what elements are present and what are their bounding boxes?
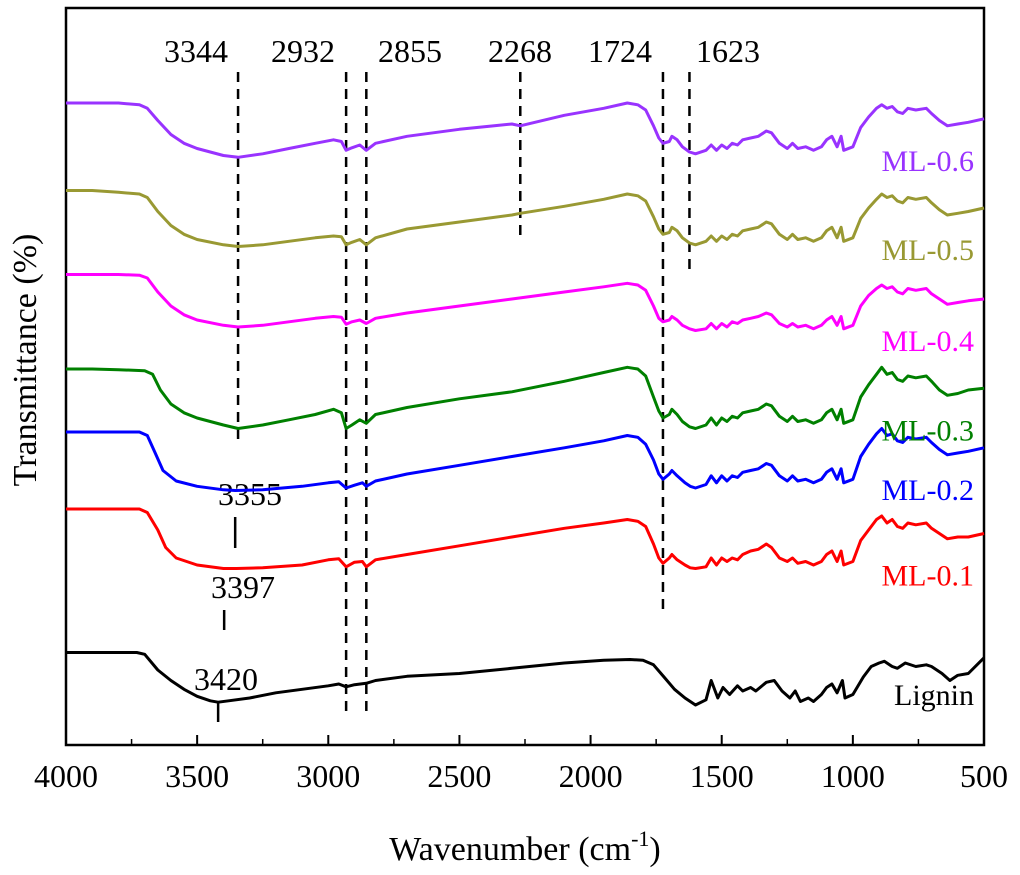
x-axis-label-superscript: -1 <box>631 826 649 851</box>
x-axis: 4000 3500 3000 2500 2000 1500 1000 500 <box>34 735 1008 794</box>
plot-frame <box>64 6 986 747</box>
series-group <box>66 101 986 707</box>
peak-marker-label: 2855 <box>378 33 442 69</box>
series-line-ml-0-5 <box>66 189 985 248</box>
series-label: ML-0.5 <box>882 234 975 267</box>
x-tick-label: 4000 <box>34 758 98 794</box>
x-tick-label: 2000 <box>559 758 623 794</box>
x-tick-label: 3500 <box>165 758 229 794</box>
series-labels: Lignin ML-0.1 ML-0.2 ML-0.3 ML-0.4 ML-0.5 ML-0… <box>882 145 975 712</box>
x-tick-label: 3000 <box>296 758 360 794</box>
x-tick-label: 1000 <box>821 758 885 794</box>
inline-marker-label: 3397 <box>211 569 275 605</box>
peak-marker-label: 1623 <box>696 33 760 69</box>
series-label: ML-0.2 <box>882 474 975 507</box>
series-line-ml-0-3 <box>66 365 985 430</box>
series-label: ML-0.4 <box>882 325 975 358</box>
series-label: ML-0.1 <box>882 560 975 593</box>
series-label: Lignin <box>894 679 974 712</box>
x-tick-label: 500 <box>960 758 1008 794</box>
peak-markers: 3344 2932 2855 2268 1724 1623 3355 3397 3420 <box>164 33 760 722</box>
inline-marker-label: 3420 <box>194 661 258 697</box>
series-line-ml-0-4 <box>66 273 985 332</box>
series-label: ML-0.3 <box>882 414 975 447</box>
x-tick-label: 2500 <box>427 758 491 794</box>
series-line-lignin <box>66 651 986 707</box>
series-line-ml-0-2 <box>66 427 985 492</box>
peak-marker-label: 2932 <box>271 33 335 69</box>
peak-marker-label: 3344 <box>164 33 228 69</box>
y-axis-label: Transmittance (%) <box>7 234 44 487</box>
series-line-ml-0-1 <box>66 507 985 570</box>
inline-marker-label: 3355 <box>218 476 282 512</box>
series-line-ml-0-6 <box>66 101 985 159</box>
plot-border <box>64 6 986 747</box>
peak-marker-label: 2268 <box>488 33 552 69</box>
x-tick-label: 1500 <box>690 758 754 794</box>
peak-marker-label: 1724 <box>588 33 652 69</box>
series-label: ML-0.6 <box>882 145 975 178</box>
x-axis-label: Wavenumber (cm-1) <box>389 826 660 868</box>
